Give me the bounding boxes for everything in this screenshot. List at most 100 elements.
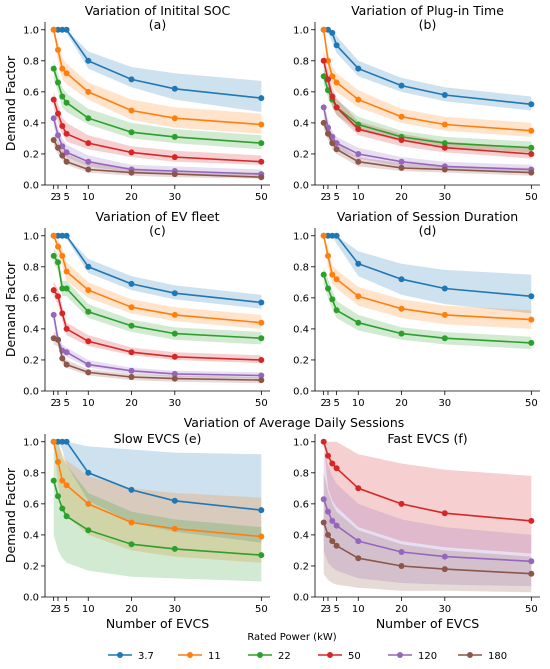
point-180	[355, 555, 362, 562]
point-120	[50, 311, 57, 318]
point-22	[59, 93, 66, 100]
point-120	[85, 158, 92, 165]
point-3-7	[55, 26, 61, 33]
point-3-7	[171, 290, 178, 297]
y-tick-label: 0.4	[23, 324, 39, 335]
point-22	[258, 335, 265, 342]
point-11	[128, 107, 135, 114]
point-180	[59, 355, 66, 362]
point-3-7	[63, 438, 70, 445]
band-50	[53, 282, 262, 364]
series-line-22	[53, 255, 262, 339]
point-50	[329, 93, 336, 100]
point-180	[63, 361, 70, 368]
y-tick-label: 0.8	[293, 56, 309, 67]
legend-label: 22	[278, 651, 291, 662]
point-22	[85, 308, 92, 315]
point-11	[329, 271, 336, 278]
y-tick-label: 0.4	[293, 118, 309, 129]
legend-items: 3.7 11 22 50 120 180	[108, 651, 507, 662]
point-50	[528, 151, 535, 157]
point-22	[355, 121, 362, 128]
point-180	[333, 542, 340, 549]
point-22	[325, 285, 331, 292]
point-3-7	[325, 232, 331, 239]
point-11	[398, 113, 405, 120]
figure-supertitle: Variation of Average Daily Sessions	[184, 415, 405, 430]
point-50	[320, 57, 327, 64]
y-tick-label: 0.8	[23, 262, 39, 273]
point-180	[320, 519, 327, 526]
point-50	[441, 144, 448, 151]
panel-1: 0.0 0.2 0.4 0.6 0.8 1.0 23 5 10 20 30 50 Variation o…	[3, 3, 270, 203]
band-22	[53, 60, 262, 150]
point-180	[55, 144, 61, 151]
point-3-7	[355, 65, 362, 72]
x-tick-label: 10	[82, 604, 95, 615]
point-11	[333, 79, 340, 86]
legend-swatch-marker	[397, 652, 403, 658]
panel-5: 0.0 0.2 0.4 0.6 0.8 1.0 23 5 10 20 30 50 Slow EVCS (…	[3, 431, 270, 631]
band-180	[323, 472, 532, 593]
point-11	[258, 121, 265, 128]
legend-label: 180	[488, 651, 507, 662]
point-50	[171, 353, 178, 360]
point-22	[85, 527, 92, 534]
point-22	[441, 335, 448, 342]
point-50	[441, 510, 448, 517]
point-120	[441, 553, 448, 560]
point-3-7	[329, 29, 336, 36]
x-tick-label: 30	[168, 398, 181, 409]
band-180	[53, 332, 262, 384]
x-tick-label: 50	[255, 192, 268, 203]
y-axis-label: Demand Factor	[3, 261, 18, 357]
x-tick-label: 30	[438, 604, 451, 615]
point-180	[128, 374, 135, 380]
point-50	[258, 158, 265, 165]
y-tick-label: 0.4	[293, 324, 309, 335]
band-3-7	[53, 441, 262, 543]
point-120	[329, 517, 336, 524]
band-50	[323, 441, 532, 554]
y-tick-label: 0.4	[23, 118, 39, 129]
point-50	[128, 349, 135, 356]
y-tick-label: 1.0	[293, 437, 309, 448]
point-50	[50, 96, 57, 103]
point-22	[128, 541, 135, 548]
point-3-7	[55, 438, 61, 445]
y-tick-label: 0.2	[293, 355, 309, 366]
x-tick-label: 2	[320, 398, 326, 409]
y-tick-label: 0.6	[293, 499, 309, 510]
point-3-7	[441, 285, 448, 292]
point-180	[333, 146, 340, 153]
x-tick-label: 2	[50, 604, 56, 615]
x-tick-label: 10	[82, 192, 95, 203]
x-tick-label: 30	[438, 192, 451, 203]
point-180	[398, 164, 405, 171]
point-22	[59, 505, 66, 512]
x-tick-label: 3	[55, 604, 61, 615]
point-180	[441, 166, 448, 173]
x-tick-label: 3	[325, 192, 331, 203]
y-tick-label: 0.8	[293, 468, 309, 479]
point-3-7	[59, 232, 66, 239]
x-tick-label: 50	[255, 398, 268, 409]
point-50	[85, 338, 92, 345]
point-120	[85, 361, 92, 368]
legend-swatch-marker	[327, 652, 333, 658]
point-3-7	[171, 497, 178, 504]
x-tick-label: 10	[352, 192, 365, 203]
point-180	[258, 174, 265, 181]
panel-title: Slow EVCS (e)	[114, 431, 202, 446]
x-tick-label: 5	[333, 192, 339, 203]
point-3-7	[59, 438, 66, 445]
y-tick-label: 0.6	[23, 293, 39, 304]
y-tick-label: 0.4	[293, 530, 309, 541]
point-22	[320, 73, 327, 80]
x-tick-label: 10	[82, 398, 95, 409]
point-22	[50, 65, 57, 72]
series-line-11	[322, 235, 532, 321]
point-22	[258, 552, 265, 559]
y-tick-label: 0.2	[23, 355, 39, 366]
x-tick-label: 3	[325, 604, 331, 615]
